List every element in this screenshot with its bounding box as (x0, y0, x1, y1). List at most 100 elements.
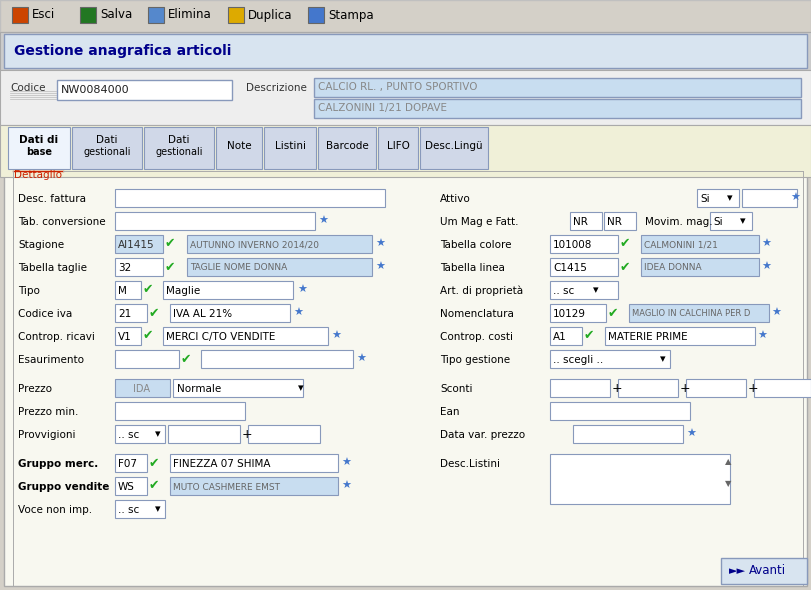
Bar (115, 189, 385, 207)
Bar (264, 127, 316, 169)
Text: Dati: Dati (168, 135, 190, 145)
Text: Prezzo: Prezzo (18, 384, 52, 394)
Text: Si: Si (713, 217, 723, 227)
Text: Codice iva: Codice iva (18, 309, 72, 319)
Text: NW0084000: NW0084000 (61, 85, 130, 95)
Text: +: + (612, 382, 623, 395)
Text: Art. di proprietà: Art. di proprietà (440, 286, 523, 296)
Text: AI1415: AI1415 (118, 240, 155, 250)
Bar (115, 379, 170, 397)
Text: Avanti: Avanti (749, 565, 786, 578)
Bar (550, 235, 618, 253)
Bar (550, 350, 670, 368)
Text: ✔: ✔ (608, 306, 619, 320)
Text: TAGLIE NOME DONNA: TAGLIE NOME DONNA (190, 264, 287, 273)
Text: Tipo gestione: Tipo gestione (440, 355, 510, 365)
Text: Gruppo merc.: Gruppo merc. (18, 459, 98, 469)
Text: 101008: 101008 (553, 240, 592, 250)
Text: CALZONINI 1/21 DOPAVE: CALZONINI 1/21 DOPAVE (318, 103, 447, 113)
Text: ★: ★ (761, 262, 771, 272)
Bar (115, 304, 147, 322)
Bar (168, 425, 240, 443)
Text: ★: ★ (375, 262, 385, 272)
Text: Gruppo vendite: Gruppo vendite (18, 482, 109, 492)
Text: ✔: ✔ (143, 284, 153, 297)
Text: ★: ★ (790, 193, 800, 203)
Bar (604, 212, 636, 230)
Bar (550, 304, 606, 322)
Bar (248, 425, 320, 443)
Text: IVA AL 21%: IVA AL 21% (173, 309, 232, 319)
Text: .. scegli ..: .. scegli .. (553, 355, 603, 365)
Bar (163, 327, 328, 345)
Text: gestionali: gestionali (155, 147, 203, 157)
Text: ✔: ✔ (143, 329, 153, 343)
Text: ★: ★ (293, 308, 303, 318)
Text: Tabella taglie: Tabella taglie (18, 263, 87, 273)
Text: Si: Si (700, 194, 710, 204)
Text: CALCIO RL. , PUNTO SPORTIVO: CALCIO RL. , PUNTO SPORTIVO (318, 82, 478, 92)
Text: IDEA DONNA: IDEA DONNA (644, 264, 702, 273)
Text: +: + (748, 382, 758, 395)
Bar (115, 281, 141, 299)
Text: ★: ★ (331, 331, 341, 341)
Bar (12, 7, 28, 23)
Bar (187, 235, 372, 253)
Text: LIFO: LIFO (387, 141, 410, 151)
Bar (420, 127, 488, 169)
Bar (144, 127, 214, 169)
Text: Voce non imp.: Voce non imp. (18, 505, 92, 515)
Bar (550, 327, 582, 345)
Bar (170, 304, 290, 322)
Text: Dettaglio: Dettaglio (14, 170, 62, 180)
Text: Desc.Lingü: Desc.Lingü (425, 141, 483, 151)
Bar (4, 167, 807, 586)
Text: MUTO CASHMERE EMST: MUTO CASHMERE EMST (173, 483, 280, 491)
Text: Tab. conversione: Tab. conversione (18, 217, 105, 227)
Text: ▾: ▾ (298, 383, 303, 393)
Text: ►►: ►► (729, 566, 746, 576)
Bar (170, 454, 338, 472)
Bar (754, 379, 811, 397)
Text: ★: ★ (341, 481, 351, 491)
Text: 10129: 10129 (553, 309, 586, 319)
Text: ✔: ✔ (620, 261, 630, 274)
Bar (0, 0, 811, 32)
Text: 21: 21 (118, 309, 131, 319)
Bar (0, 70, 811, 125)
Text: ★: ★ (375, 239, 385, 249)
Bar (115, 402, 245, 420)
Bar (314, 78, 801, 97)
Bar (721, 558, 807, 584)
Bar (710, 212, 752, 230)
Text: ★: ★ (686, 429, 696, 439)
Text: Listini: Listini (274, 141, 306, 151)
Text: ★: ★ (297, 285, 307, 295)
Bar (57, 80, 232, 100)
Text: ✔: ✔ (165, 238, 175, 251)
Bar (115, 425, 165, 443)
Text: ▾: ▾ (155, 429, 161, 439)
Bar (72, 127, 142, 169)
Text: Um Mag e Fatt.: Um Mag e Fatt. (440, 217, 518, 227)
Text: ✔: ✔ (165, 261, 175, 274)
Text: ✔: ✔ (181, 352, 191, 365)
Text: Note: Note (227, 141, 251, 151)
Text: ★: ★ (318, 216, 328, 226)
Text: Tabella linea: Tabella linea (440, 263, 505, 273)
Text: Ean: Ean (440, 407, 460, 417)
Text: Nomenclatura: Nomenclatura (440, 309, 514, 319)
Text: A1: A1 (553, 332, 567, 342)
Text: CALMONINI 1/21: CALMONINI 1/21 (644, 241, 718, 250)
Bar (570, 212, 602, 230)
Text: Stagione: Stagione (18, 240, 64, 250)
Text: gestionali: gestionali (84, 147, 131, 157)
Text: NR: NR (607, 217, 622, 227)
Text: ★: ★ (757, 331, 767, 341)
Text: Provvigioni: Provvigioni (18, 430, 75, 440)
Bar (314, 99, 801, 118)
Bar (163, 281, 293, 299)
Text: Sconti: Sconti (440, 384, 473, 394)
Text: ✔: ✔ (584, 329, 594, 343)
Text: Data var. prezzo: Data var. prezzo (440, 430, 526, 440)
